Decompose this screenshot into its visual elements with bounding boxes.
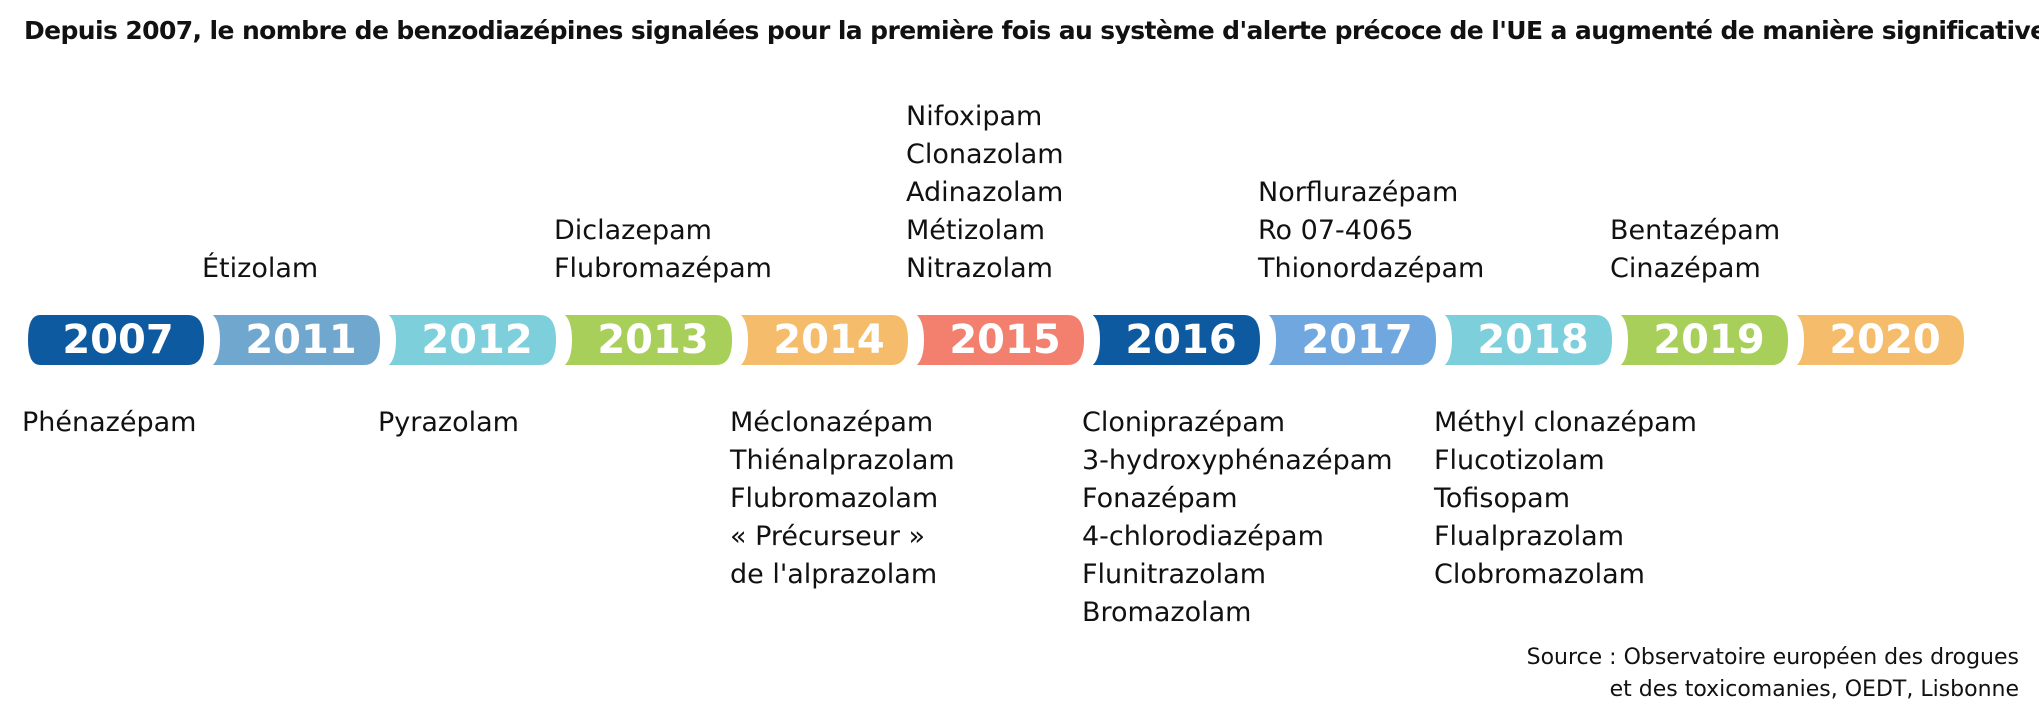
substance-name: « Précurseur »	[730, 521, 926, 552]
year-segment-fill	[26, 313, 209, 367]
year-segment-2020: 2020	[1786, 313, 1970, 367]
substance-name: 3-hydroxyphénazépam	[1082, 445, 1393, 476]
substance-name: Clobromazolam	[1434, 559, 1645, 590]
substance-name: Phénazépam	[22, 407, 197, 438]
year-segment-fill	[1434, 313, 1617, 367]
year-segment-fill	[202, 313, 385, 367]
substance-name: Flubromazépam	[554, 253, 772, 284]
substance-name: Ro 07-4065	[1258, 215, 1414, 246]
substances-above-2017: Norflurazépam Ro 07-4065 Thionordazépam	[1258, 174, 1484, 288]
year-segment-fill	[378, 313, 561, 367]
substance-name: de l'alprazolam	[730, 559, 938, 590]
year-label: 2020	[1829, 317, 1941, 363]
substances-below-2018: Méthyl clonazépam Flucotizolam Tofisopam Fl…	[1434, 404, 1697, 594]
year-label: 2011	[245, 317, 357, 363]
substance-name: Fonazépam	[1082, 483, 1238, 514]
substance-name: Thionordazépam	[1258, 253, 1485, 284]
substance-name: Nifoxipam	[906, 101, 1043, 132]
year-segment-fill	[1610, 313, 1793, 367]
year-segment-2013: 2013	[554, 313, 738, 367]
substance-name: Bentazépam	[1610, 215, 1781, 246]
year-label: 2017	[1301, 317, 1413, 363]
substance-name: Diclazepam	[554, 215, 712, 246]
year-label: 2016	[1125, 317, 1237, 363]
substance-name: Cinazépam	[1610, 253, 1761, 284]
year-segment-shape	[1258, 313, 1441, 367]
year-segment-2015: 2015	[906, 313, 1090, 367]
year-segment-fill	[730, 313, 913, 367]
year-segment-shape	[906, 313, 1089, 367]
year-label: 2012	[421, 317, 533, 363]
substance-name: Adinazolam	[906, 177, 1064, 208]
substance-name: Thiénalprazolam	[730, 445, 955, 476]
year-segment-shape	[1434, 313, 1617, 367]
substance-name: Bromazolam	[1082, 597, 1252, 628]
year-segment-shape	[730, 313, 913, 367]
substance-name: Métizolam	[906, 215, 1046, 246]
substance-name: Tofisopam	[1434, 483, 1571, 514]
substances-below-2016: Cloniprazépam 3-hydroxyphénazépam Fonazépa…	[1082, 404, 1393, 632]
year-label: 2007	[62, 317, 174, 363]
source-note: Source : Observatoire européen des drogu…	[1527, 642, 2019, 706]
year-segment-fill	[1082, 313, 1265, 367]
year-segment-shape	[378, 313, 561, 367]
year-segment-shape	[1610, 313, 1793, 367]
year-segment-2014: 2014	[730, 313, 914, 367]
year-segment-shape	[26, 313, 209, 367]
substances-below-2007: Phénazépam	[22, 404, 196, 442]
substance-name: Norflurazépam	[1258, 177, 1459, 208]
year-segment-2018: 2018	[1434, 313, 1618, 367]
substances-above-2013: Diclazepam Flubromazépam	[554, 212, 772, 288]
substance-name: Flunitrazolam	[1082, 559, 1267, 590]
year-segment-2012: 2012	[378, 313, 562, 367]
year-segment-2019: 2019	[1610, 313, 1794, 367]
year-segment-2017: 2017	[1258, 313, 1442, 367]
substance-name: Flualprazolam	[1434, 521, 1625, 552]
year-segment-shape	[554, 313, 737, 367]
substances-below-2014: Méclonazépam Thiénalprazolam Flubromazolam…	[730, 404, 955, 594]
substance-name: Nitrazolam	[906, 253, 1053, 284]
year-segment-fill	[1258, 313, 1441, 367]
year-segment-fill	[906, 313, 1089, 367]
year-segment-shape	[202, 313, 385, 367]
substances-above-2019: Bentazépam Cinazépam	[1610, 212, 1780, 288]
year-segment-2016: 2016	[1082, 313, 1266, 367]
source-line-2: et des toxicomanies, OEDT, Lisbonne	[1609, 677, 2019, 702]
year-segment-2011: 2011	[202, 313, 386, 367]
substance-name: Pyrazolam	[378, 407, 519, 438]
year-segment-2007: 2007	[26, 313, 210, 367]
chart-title: Depuis 2007, le nombre de benzodiazépine…	[24, 16, 2039, 45]
substance-name: Cloniprazépam	[1082, 407, 1286, 438]
substances-below-2012: Pyrazolam	[378, 404, 519, 442]
year-label: 2013	[597, 317, 709, 363]
year-segment-fill	[554, 313, 737, 367]
year-label: 2018	[1477, 317, 1589, 363]
year-segment-shape	[1786, 313, 1969, 367]
year-label: 2015	[949, 317, 1061, 363]
year-segment-shape	[1082, 313, 1265, 367]
year-label: 2019	[1653, 317, 1765, 363]
substances-above-2011: Étizolam	[202, 250, 318, 288]
substances-above-2015: Nifoxipam Clonazolam Adinazolam Métizolam Ni…	[906, 98, 1064, 288]
substance-name: Méthyl clonazépam	[1434, 407, 1697, 438]
source-line-1: Source : Observatoire européen des drogu…	[1526, 645, 2019, 670]
substance-name: Flubromazolam	[730, 483, 939, 514]
year-segment-fill	[1786, 313, 1969, 367]
substance-name: Clonazolam	[906, 139, 1064, 170]
year-label: 2014	[773, 317, 885, 363]
substance-name: Flucotizolam	[1434, 445, 1605, 476]
substance-name: Étizolam	[202, 253, 319, 284]
substance-name: 4-chlorodiazépam	[1082, 521, 1324, 552]
substance-name: Méclonazépam	[730, 407, 934, 438]
